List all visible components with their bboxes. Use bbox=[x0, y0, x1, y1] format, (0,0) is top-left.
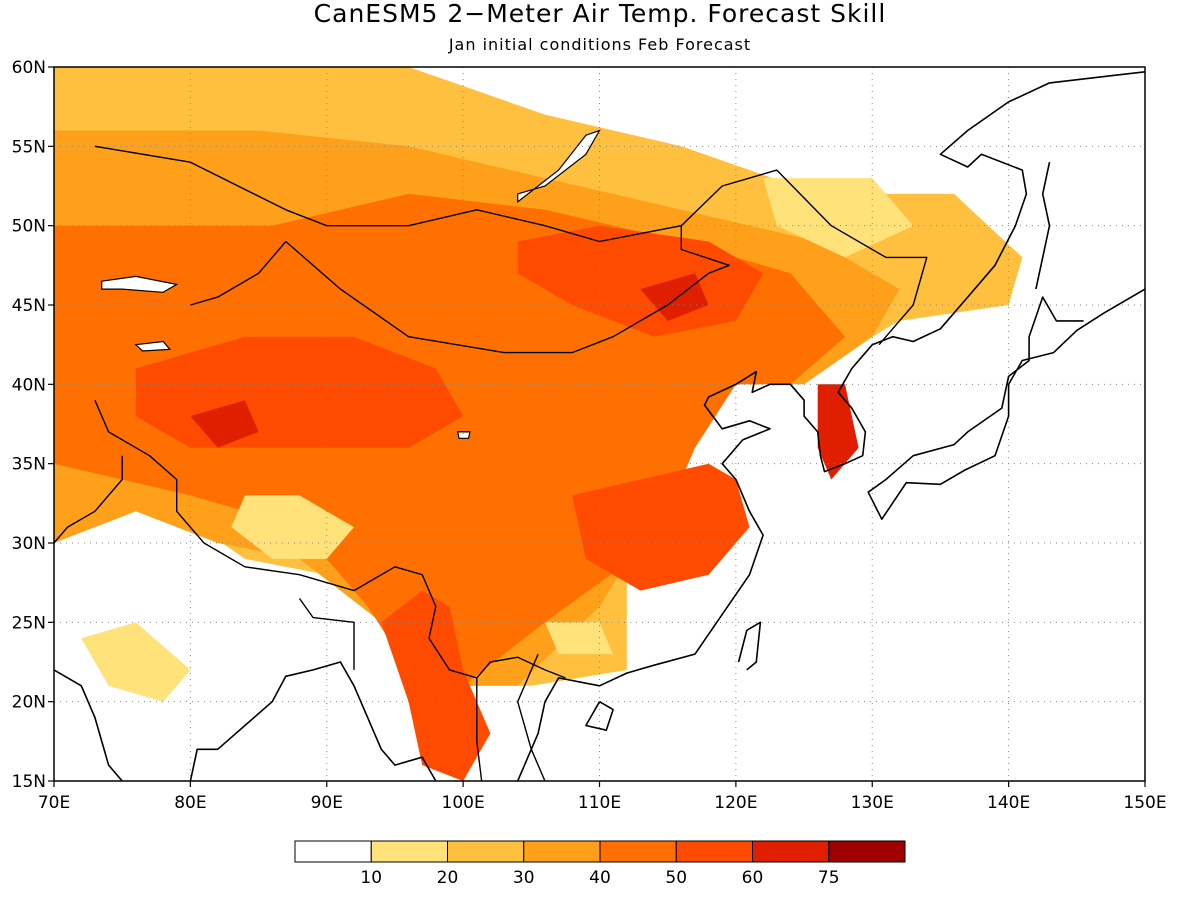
lon-tick-label-110: 110E bbox=[578, 793, 621, 813]
lon-tick-label-100: 100E bbox=[442, 793, 485, 813]
lon-tick-label-90: 90E bbox=[311, 793, 343, 813]
lon-tick-label-150: 150E bbox=[1123, 793, 1166, 813]
colorbar: 10 20 30 40 50 60 75 bbox=[294, 840, 906, 888]
colorbar-swatch-0 bbox=[294, 840, 372, 863]
coastline-1 bbox=[189, 661, 437, 781]
skill-region-se-china-gap bbox=[545, 622, 614, 655]
lon-tick-label-130: 130E bbox=[851, 793, 894, 813]
figure-subtitle: Jan initial conditions Feb Forecast bbox=[448, 35, 751, 54]
figure-title: CanESM5 2−Meter Air Temp. Forecast Skill bbox=[314, 0, 887, 28]
colorbar-label-20: 20 bbox=[437, 868, 459, 888]
coastline-5 bbox=[737, 621, 762, 671]
skill-region-mongolia bbox=[517, 225, 764, 337]
colorbar-swatch-4 bbox=[599, 840, 677, 863]
skill-region-tibet-gap bbox=[231, 495, 354, 559]
colorbar-label-75: 75 bbox=[818, 868, 840, 888]
colorbar-label-50: 50 bbox=[665, 868, 687, 888]
lat-tick-label-45: 45N bbox=[12, 296, 46, 316]
longitude-axis: 70E 80E 90E 100E 110E 120E 130E 140E 150E bbox=[38, 781, 1167, 813]
skill-region-korea bbox=[817, 384, 859, 480]
latitude-axis: 15N 20N 25N 30N 35N 40N 45N 50N 55N 60N bbox=[12, 58, 54, 792]
country-border-6 bbox=[476, 677, 483, 781]
colorbar-label-60: 60 bbox=[742, 868, 764, 888]
skill-fill-layer bbox=[54, 67, 1023, 781]
lake-qinghai bbox=[456, 431, 471, 439]
lake-balkhash bbox=[101, 275, 179, 293]
gridlines bbox=[54, 67, 1145, 781]
coastline-0 bbox=[54, 669, 123, 781]
lat-tick-label-35: 35N bbox=[12, 455, 46, 475]
map-area bbox=[53, 66, 1146, 782]
lat-tick-label-25: 25N bbox=[12, 613, 46, 633]
lon-tick-label-140: 140E bbox=[987, 793, 1030, 813]
lat-tick-label-20: 20N bbox=[12, 693, 46, 713]
lake-baikal bbox=[517, 129, 601, 204]
colorbar-swatch-7 bbox=[828, 840, 906, 863]
coastline-6 bbox=[585, 701, 614, 732]
colorbar-label-30: 30 bbox=[513, 868, 535, 888]
lake-issyk-kul bbox=[134, 340, 172, 352]
skill-region-manchuria-gap bbox=[763, 178, 914, 258]
skill-region-india-gap bbox=[81, 622, 191, 702]
colorbar-label-10: 10 bbox=[360, 868, 382, 888]
lat-tick-label-15: 15N bbox=[12, 772, 46, 792]
colorbar-swatch-3 bbox=[523, 840, 601, 863]
country-border-2 bbox=[94, 399, 566, 679]
borders-layer bbox=[54, 145, 928, 781]
lon-tick-label-80: 80E bbox=[174, 793, 206, 813]
country-border-4 bbox=[54, 455, 123, 544]
coastline-3 bbox=[867, 288, 1145, 521]
coastline-4 bbox=[1035, 162, 1051, 290]
lat-tick-label-30: 30N bbox=[12, 534, 46, 554]
skill-region-mongolia-core bbox=[640, 273, 709, 321]
skill-region-tarim-core bbox=[190, 400, 259, 448]
country-border-3 bbox=[298, 598, 355, 670]
colorbar-swatch-6 bbox=[752, 840, 830, 863]
country-border-1 bbox=[285, 225, 730, 354]
colorbar-swatch-2 bbox=[447, 840, 525, 863]
lon-tick-label-120: 120E bbox=[714, 793, 757, 813]
colorbar-swatch-1 bbox=[370, 840, 448, 863]
coastlines-layer bbox=[54, 71, 1145, 781]
lat-tick-label-60: 60N bbox=[12, 58, 46, 78]
colorbar-label-40: 40 bbox=[589, 868, 611, 888]
lon-tick-label-70: 70E bbox=[38, 793, 70, 813]
colorbar-swatch-5 bbox=[675, 840, 753, 863]
country-border-5 bbox=[190, 241, 287, 306]
skill-region-east-china bbox=[572, 463, 750, 591]
lat-tick-label-55: 55N bbox=[12, 137, 46, 157]
lat-tick-label-40: 40N bbox=[12, 375, 46, 395]
water-layer bbox=[101, 129, 601, 439]
country-border-7 bbox=[517, 653, 546, 781]
lat-tick-label-50: 50N bbox=[12, 217, 46, 237]
coastline-2 bbox=[516, 71, 1145, 781]
